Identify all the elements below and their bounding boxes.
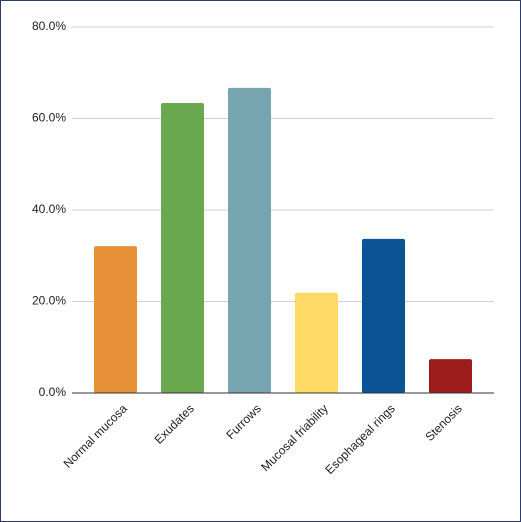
- bar: [362, 238, 405, 393]
- y-tick-label: 20.0%: [32, 294, 66, 308]
- y-tick-label: 80.0%: [32, 19, 66, 33]
- y-tick-label: 40.0%: [32, 202, 66, 216]
- bar: [228, 87, 271, 393]
- y-tick-label: 0.0%: [39, 385, 67, 399]
- bar: [429, 359, 472, 393]
- bar: [295, 292, 338, 393]
- bar: [94, 246, 137, 393]
- y-tick-label: 60.0%: [32, 111, 66, 125]
- bar: [161, 102, 204, 393]
